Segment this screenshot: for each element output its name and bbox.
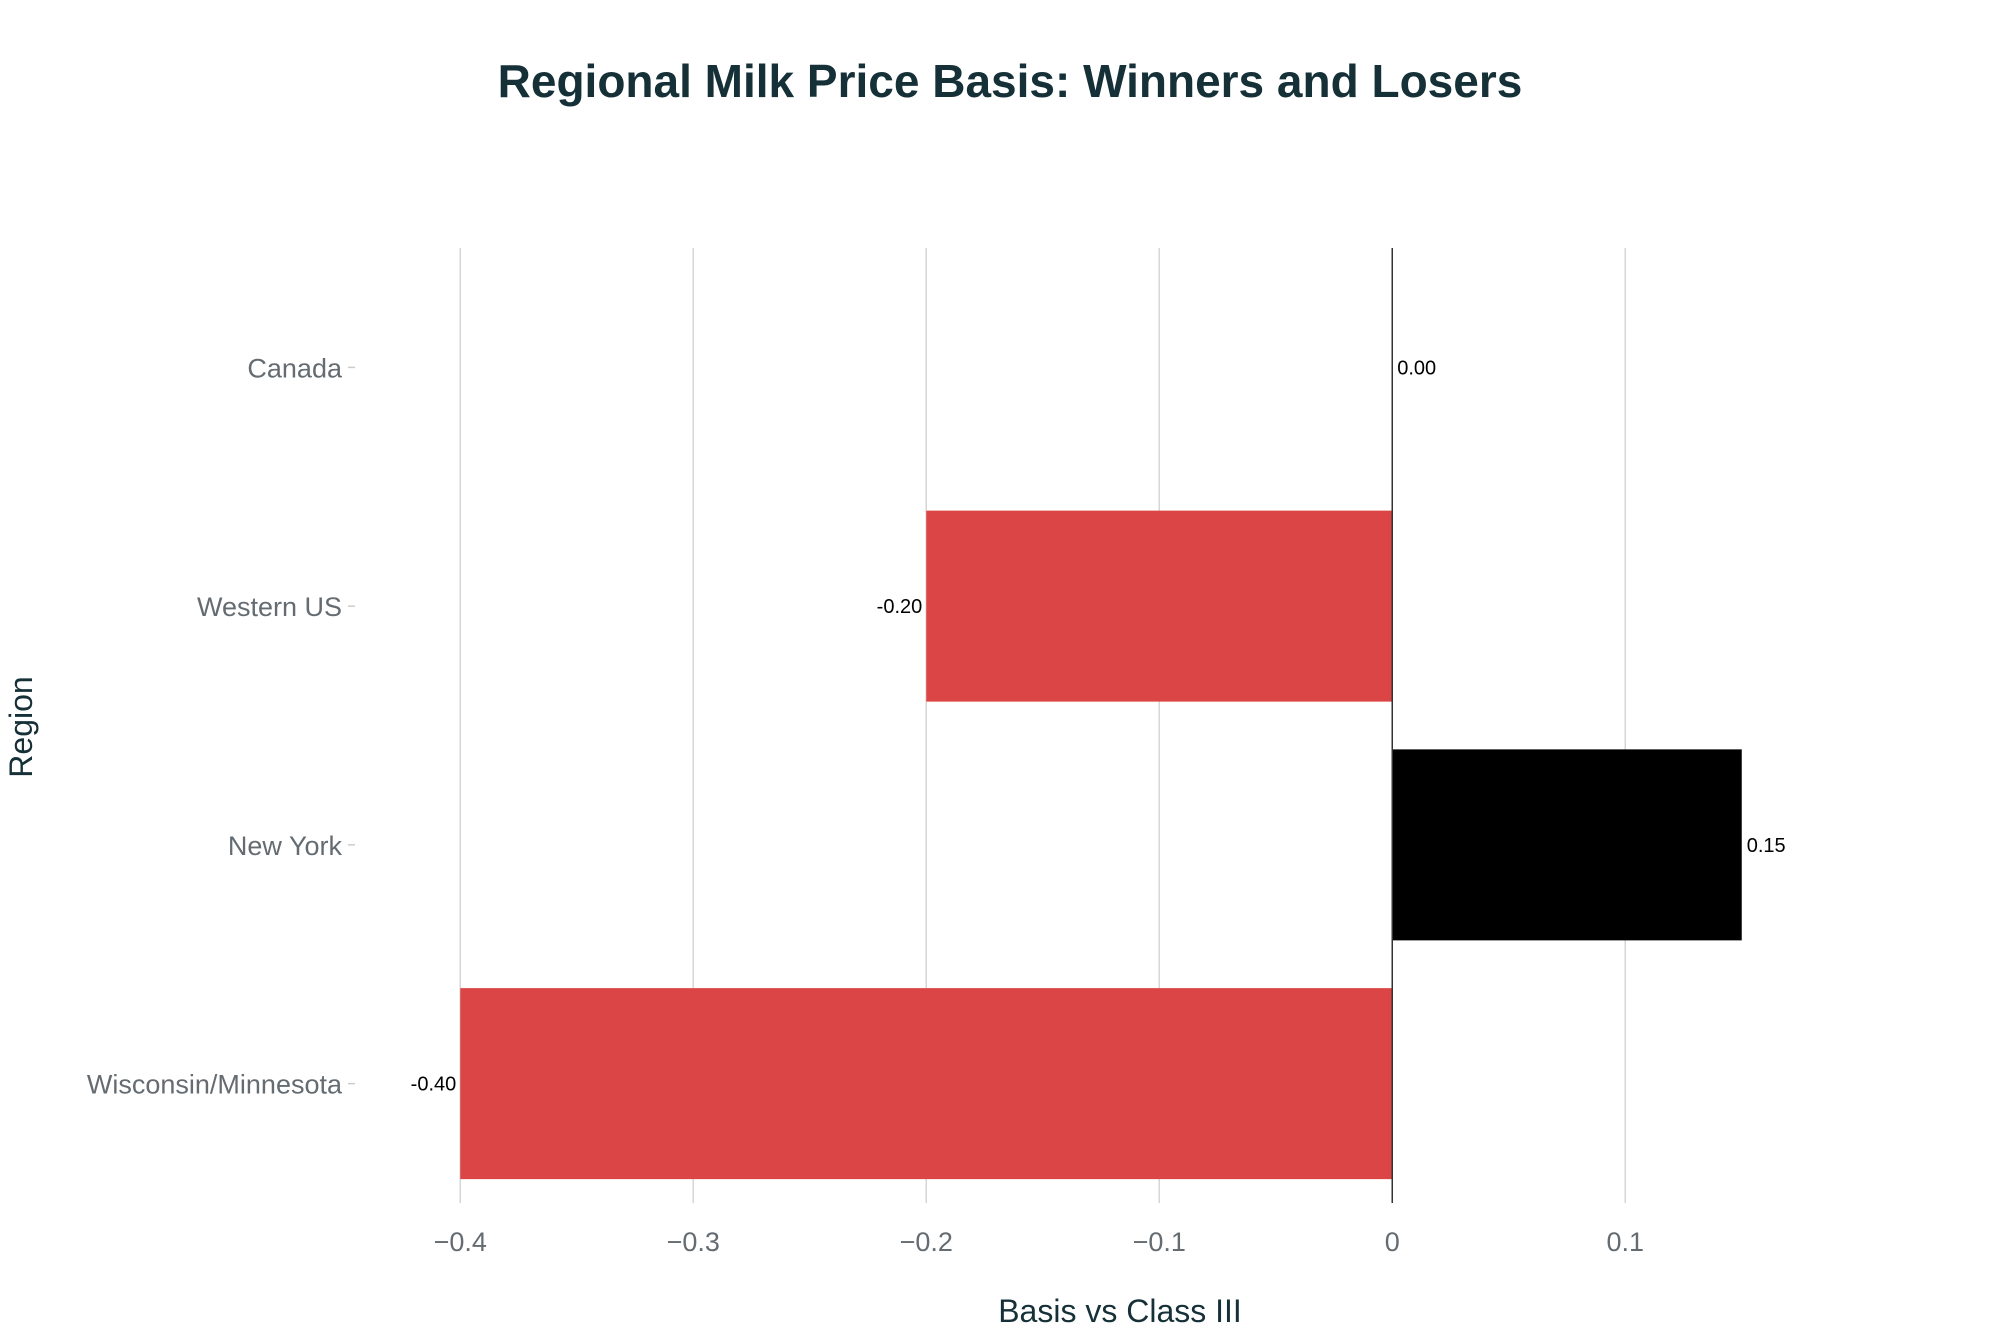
y-tick-label: Canada	[247, 353, 343, 383]
y-tick-label: New York	[228, 831, 343, 861]
data-label: 0.15	[1747, 835, 1786, 857]
y-tick-label: Western US	[197, 592, 342, 622]
data-labels: -0.40 0.15 -0.20 0.00	[411, 357, 1786, 1095]
bar	[1392, 749, 1742, 941]
x-tick-label: 0.1	[1606, 1227, 1644, 1257]
data-label: -0.40	[411, 1074, 457, 1096]
x-tick-label: −0.3	[667, 1227, 720, 1257]
x-axis-title: Basis vs Class III	[998, 1293, 1242, 1329]
y-tick-label: Wisconsin/Minnesota	[87, 1070, 343, 1100]
data-label: -0.20	[877, 596, 923, 618]
bars	[460, 510, 1742, 1180]
bar	[926, 510, 1393, 702]
y-axis-title: Region	[3, 676, 39, 777]
bar	[460, 988, 1393, 1180]
x-tick-label: −0.4	[434, 1227, 487, 1257]
x-axis-tick-labels: −0.4 −0.3 −0.2 −0.1 0 0.1	[434, 1227, 1644, 1257]
chart-title: Regional Milk Price Basis: Winners and L…	[498, 55, 1523, 107]
x-tick-label: 0	[1385, 1227, 1400, 1257]
x-tick-label: −0.1	[1133, 1227, 1186, 1257]
y-axis-category-labels: Wisconsin/Minnesota New York Western US Can…	[87, 353, 343, 1099]
x-tick-label: −0.2	[900, 1227, 953, 1257]
y-axis-ticks	[348, 366, 355, 1085]
data-label: 0.00	[1397, 357, 1436, 379]
